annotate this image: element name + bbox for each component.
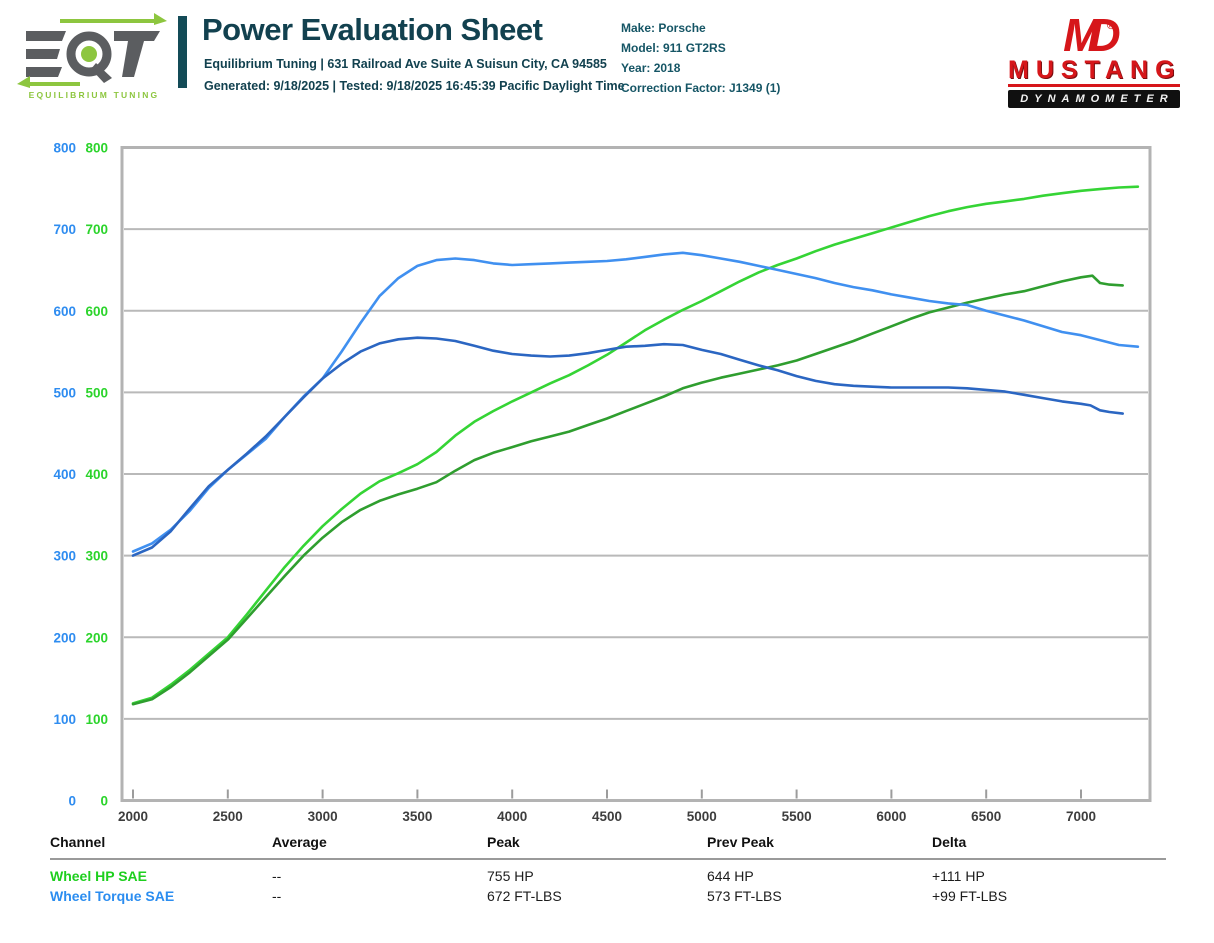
y-label-hp-500: 500 — [85, 385, 108, 400]
y-label-hp-600: 600 — [85, 304, 108, 319]
wheel-hp-sae-curve — [131, 185, 1140, 705]
y-label-hp-800: 800 — [85, 141, 108, 156]
col-channel: Channel — [50, 834, 106, 850]
eqt-letter-q — [66, 31, 112, 83]
x-label-6500: 6500 — [971, 809, 1001, 824]
eqt-tagline: EQUILIBRIUM TUNING — [29, 90, 160, 100]
x-label-4500: 4500 — [592, 809, 622, 824]
results-table: Channel Average Peak Prev Peak Delta Whe… — [50, 831, 1166, 906]
x-label-2000: 2000 — [118, 809, 148, 824]
hp-delta: +111 HP — [932, 868, 985, 884]
hp-peak: 755 HP — [487, 868, 534, 884]
x-label-5000: 5000 — [687, 809, 717, 824]
y-label-hp-100: 100 — [85, 712, 108, 727]
plot-frame — [120, 146, 1152, 802]
col-average: Average — [272, 834, 327, 850]
vehicle-year: Year: 2018 — [621, 61, 681, 75]
md-monogram-icon: MD® — [1063, 9, 1120, 61]
x-label-6000: 6000 — [876, 809, 906, 824]
y-label-torque-700: 700 — [53, 222, 76, 237]
table-row: Wheel HP SAE -- 755 HP 644 HP +111 HP — [50, 866, 1166, 886]
correction-factor: Correction Factor: J1349 (1) — [621, 81, 781, 95]
mustang-dynamometer-logo: MD® MUSTANG DYNAMOMETER — [1008, 4, 1180, 108]
registered-mark: ® — [1106, 20, 1115, 32]
dynamometer-wordmark: DYNAMOMETER — [1008, 90, 1180, 108]
y-label-hp-700: 700 — [85, 222, 108, 237]
vehicle-info: Make: Porsche Model: 911 GT2RS Year: 201… — [621, 18, 780, 98]
vehicle-model: Model: 911 GT2RS — [621, 41, 726, 55]
col-prev-peak: Prev Peak — [707, 834, 774, 850]
col-delta: Delta — [932, 834, 967, 850]
channel-name-torque: Wheel Torque SAE — [50, 888, 175, 904]
x-label-5500: 5500 — [782, 809, 812, 824]
title-accent-bar — [178, 16, 187, 88]
eqt-logo: EQUILIBRIUM TUNING — [17, 13, 167, 100]
shop-address: Equilibrium Tuning | 631 Railroad Ave Su… — [204, 57, 607, 71]
y-label-torque-500: 500 — [53, 385, 76, 400]
x-label-2500: 2500 — [213, 809, 243, 824]
x-label-3500: 3500 — [402, 809, 432, 824]
vehicle-make: Make: Porsche — [621, 21, 706, 35]
mustang-wordmark: MUSTANG — [1008, 57, 1180, 87]
y-label-hp-200: 200 — [85, 630, 108, 645]
y-label-torque-600: 600 — [53, 304, 76, 319]
channel-name-hp: Wheel HP SAE — [50, 868, 147, 884]
page-title: Power Evaluation Sheet — [202, 12, 543, 47]
torque-delta: +99 FT-LBS — [932, 888, 1008, 904]
y-label-torque-0: 0 — [68, 794, 76, 809]
table-row: Wheel Torque SAE -- 672 FT-LBS 573 FT-LB… — [50, 886, 1166, 906]
y-label-hp-400: 400 — [85, 467, 108, 482]
hp-prev-peak: 644 HP — [707, 868, 754, 884]
y-label-torque-300: 300 — [53, 549, 76, 564]
wheel-torque-sae-previous--curve — [131, 336, 1124, 557]
torque-average: -- — [272, 888, 282, 904]
col-peak: Peak — [487, 834, 520, 850]
eqt-letter-e — [26, 31, 66, 77]
y-label-hp-0: 0 — [100, 794, 108, 809]
y-label-hp-300: 300 — [85, 549, 108, 564]
table-header-row: Channel Average Peak Prev Peak Delta — [50, 831, 1166, 856]
table-header-rule — [50, 858, 1166, 860]
x-label-3000: 3000 — [308, 809, 338, 824]
torque-peak: 672 FT-LBS — [487, 888, 562, 904]
eqt-arrow-bottom-icon — [17, 76, 80, 88]
generated-tested-line: Generated: 9/18/2025 | Tested: 9/18/2025… — [204, 79, 625, 93]
eqt-arrow-top-icon — [60, 13, 167, 25]
report-header: EQUILIBRIUM TUNING Power Evaluation Shee… — [0, 0, 1214, 118]
y-label-torque-100: 100 — [53, 712, 76, 727]
x-label-7000: 7000 — [1066, 809, 1096, 824]
y-label-torque-400: 400 — [53, 467, 76, 482]
dyno-chart: 2000 2500 3000 3500 4000 4500 5000 5500 6000 6500… — [53, 141, 1152, 824]
hp-average: -- — [272, 868, 282, 884]
torque-prev-peak: 573 FT-LBS — [707, 888, 782, 904]
eqt-letter-t — [114, 31, 160, 77]
wheel-hp-sae-previous--curve — [131, 274, 1124, 706]
y-label-torque-200: 200 — [53, 630, 76, 645]
y-label-torque-800: 800 — [53, 141, 76, 156]
x-label-4000: 4000 — [497, 809, 527, 824]
